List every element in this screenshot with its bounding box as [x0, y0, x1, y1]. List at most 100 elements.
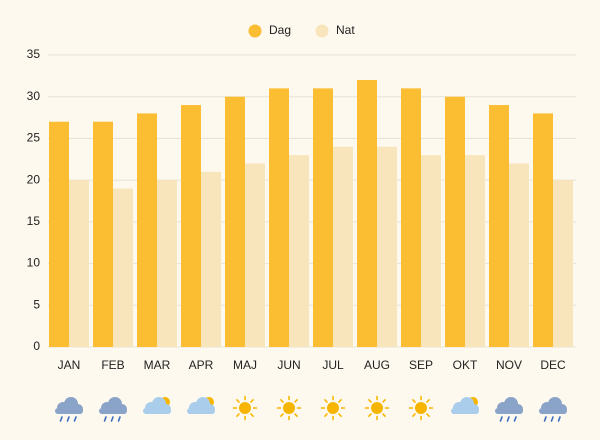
- cloud-part: [495, 408, 523, 414]
- bar: [421, 155, 441, 347]
- sun-ray: [368, 413, 372, 417]
- x-tick-label: NOV: [496, 358, 522, 372]
- x-tick-label: MAR: [144, 358, 171, 372]
- weather-icon: [539, 397, 567, 422]
- legend-label: Dag: [269, 23, 291, 37]
- weather-icon: [55, 397, 83, 422]
- sun-ray: [382, 413, 386, 417]
- sun-ray: [236, 399, 240, 403]
- sun-ray: [250, 413, 254, 417]
- y-tick-label: 25: [27, 131, 41, 145]
- bar: [245, 163, 265, 347]
- bar: [93, 121, 113, 347]
- cloud-part: [55, 408, 83, 414]
- cloud-part: [143, 408, 171, 414]
- sun: [415, 402, 427, 414]
- bar: [533, 113, 553, 348]
- weather-icon: [143, 397, 171, 414]
- sun-ray: [250, 399, 254, 403]
- bar: [401, 88, 421, 347]
- weather-icon: [495, 397, 523, 422]
- sun-ray: [236, 413, 240, 417]
- x-tick-label: DEC: [540, 358, 566, 372]
- bar: [181, 105, 201, 347]
- rain-drop: [550, 416, 554, 422]
- x-tick-label: JAN: [58, 358, 81, 372]
- bar: [225, 96, 245, 347]
- sun-ray: [338, 413, 342, 417]
- sun-ray: [426, 399, 430, 403]
- x-tick-label: JUL: [322, 358, 344, 372]
- bar: [333, 146, 353, 347]
- bar: [553, 180, 573, 347]
- x-tick-label: JUN: [277, 358, 300, 372]
- weather-icon: [408, 395, 434, 421]
- bar: [201, 171, 221, 347]
- sun: [283, 402, 295, 414]
- sun-ray: [412, 399, 416, 403]
- y-tick-label: 30: [27, 89, 41, 103]
- y-tick-label: 5: [33, 297, 40, 311]
- sun-ray: [368, 399, 372, 403]
- y-tick-label: 0: [33, 339, 40, 353]
- sun-ray: [426, 413, 430, 417]
- sun: [327, 402, 339, 414]
- sun-ray: [324, 399, 328, 403]
- weather-icon: [276, 395, 302, 421]
- cloud-part: [187, 408, 215, 414]
- legend-label: Nat: [336, 23, 355, 37]
- bar: [289, 155, 309, 347]
- rain-drop: [506, 416, 510, 422]
- cloud-part: [451, 408, 479, 414]
- x-tick-label: OKT: [453, 358, 478, 372]
- sun-ray: [382, 399, 386, 403]
- rain-drop: [66, 416, 70, 422]
- sun-ray: [294, 399, 298, 403]
- rain-drop: [73, 416, 77, 422]
- rain-drop: [499, 416, 503, 422]
- sun: [239, 402, 251, 414]
- weather-icon: [99, 397, 127, 422]
- cloud-part: [539, 408, 567, 414]
- cloud-part: [99, 408, 127, 414]
- bar: [313, 88, 333, 347]
- bar: [157, 180, 177, 347]
- y-tick-label: 15: [27, 214, 41, 228]
- rain-drop: [110, 416, 114, 422]
- x-tick-label: MAJ: [233, 358, 257, 372]
- rain-drop: [543, 416, 547, 422]
- sun-ray: [412, 413, 416, 417]
- bar: [357, 80, 377, 348]
- rain-drop: [59, 416, 63, 422]
- sun-ray: [324, 413, 328, 417]
- sun: [371, 402, 383, 414]
- weather-icon: [232, 395, 258, 421]
- weather-icon: [364, 395, 390, 421]
- y-tick-label: 35: [27, 47, 41, 61]
- bar: [137, 113, 157, 348]
- sun-ray: [280, 399, 284, 403]
- bar: [113, 188, 133, 347]
- legend-swatch: [315, 24, 329, 38]
- bar: [465, 155, 485, 347]
- sun-ray: [338, 399, 342, 403]
- sun-ray: [294, 413, 298, 417]
- bar: [69, 180, 89, 347]
- y-tick-label: 20: [27, 172, 41, 186]
- bar: [49, 121, 69, 347]
- bar: [509, 163, 529, 347]
- weather-icon: [451, 397, 479, 414]
- rain-drop: [117, 416, 121, 422]
- bar: [377, 146, 397, 347]
- rain-drop: [557, 416, 561, 422]
- bar: [269, 88, 289, 347]
- weather-icon: [320, 395, 346, 421]
- weather-icon: [187, 397, 215, 414]
- legend-swatch: [248, 24, 262, 38]
- x-tick-label: FEB: [101, 358, 124, 372]
- bar: [445, 96, 465, 347]
- bar: [489, 105, 509, 347]
- y-tick-label: 10: [27, 256, 41, 270]
- x-tick-label: AUG: [364, 358, 390, 372]
